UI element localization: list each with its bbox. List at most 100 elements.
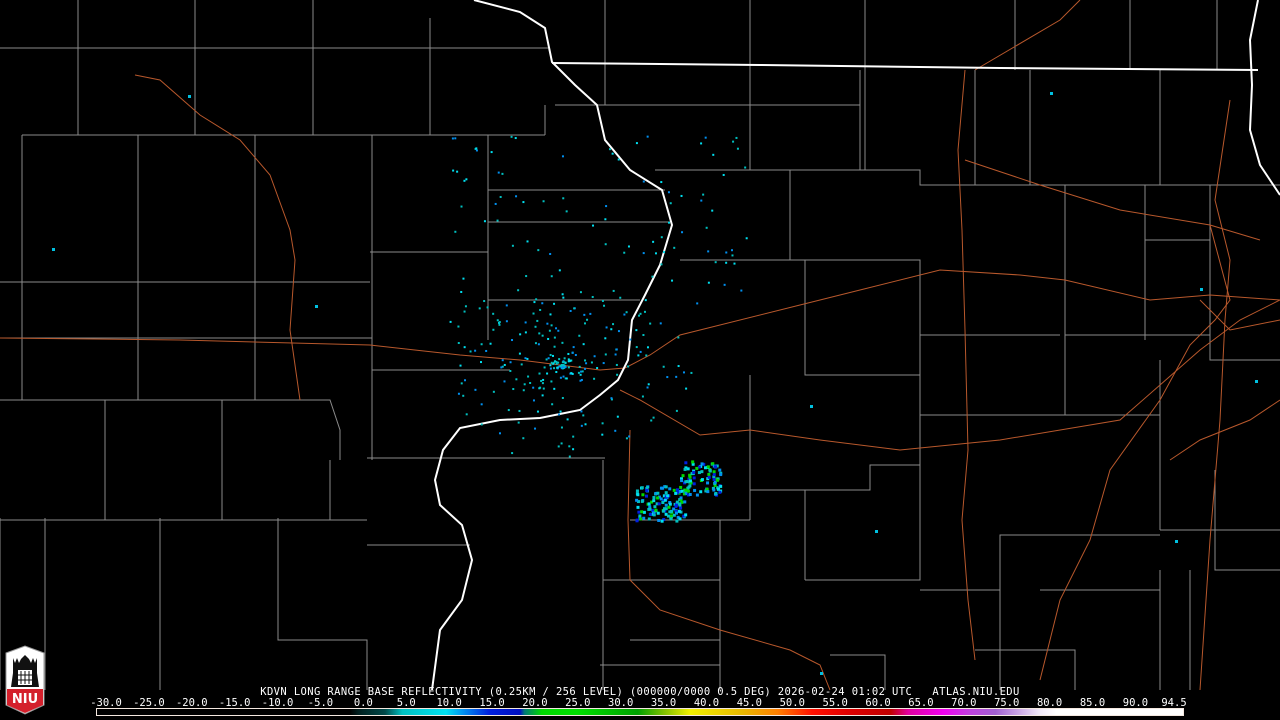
radar-echo: [577, 371, 580, 374]
radar-echo: [563, 364, 566, 367]
radar-echo: [690, 371, 693, 374]
radar-echo: [627, 245, 630, 248]
radar-echo: [684, 488, 688, 492]
color-scale-label: -30.0: [90, 697, 122, 709]
radar-echo: [519, 333, 522, 336]
radar-echo: [546, 322, 549, 325]
radar-echo: [690, 472, 694, 476]
radar-echo: [691, 460, 695, 464]
radar-echo: [520, 363, 523, 366]
radar-echo: [616, 415, 619, 418]
radar-echo: [567, 360, 570, 363]
radar-echo: [684, 461, 688, 465]
radar-echo: [700, 199, 703, 202]
radar-echo: [550, 380, 553, 383]
radar-echo: [593, 377, 596, 380]
radar-echo: [659, 486, 663, 490]
radar-echo: [547, 357, 550, 360]
color-scale-label: 15.0: [479, 697, 505, 709]
radar-echo: [641, 395, 644, 398]
radar-echo: [719, 484, 723, 488]
radar-echo: [610, 398, 613, 401]
radar-echo: [707, 475, 711, 479]
radar-echo: [714, 491, 718, 495]
radar-echo: [555, 327, 558, 330]
radar-echo: [693, 488, 697, 492]
radar-echo: [674, 509, 678, 513]
radar-echo: [647, 517, 651, 521]
radar-echo: [695, 466, 699, 470]
radar-echo: [688, 475, 692, 479]
radar-echo: [667, 505, 671, 509]
radar-echo: [496, 219, 499, 222]
radar-echo: [561, 361, 564, 364]
radar-echo: [556, 366, 559, 369]
radar-echo: [537, 343, 540, 346]
radar-echo: [713, 483, 717, 487]
radar-echo: [653, 505, 657, 509]
radar-echo: [559, 365, 562, 368]
radar-echo: [623, 313, 626, 316]
radar-echo: [614, 353, 617, 356]
radar-echo: [593, 355, 596, 358]
radar-echo: [511, 339, 514, 342]
radar-echo: [553, 345, 556, 348]
radar-echo: [688, 492, 692, 496]
radar-echo: [697, 465, 701, 469]
radar-echo: [485, 349, 488, 352]
radar-echo: [549, 367, 552, 370]
radar-echo: [579, 379, 582, 382]
radar-echo: [583, 313, 586, 316]
radar-echo: [456, 170, 459, 173]
color-scale-label: 40.0: [693, 697, 720, 709]
radar-echo: [666, 494, 670, 498]
radar-echo: [566, 418, 569, 421]
radar-echo: [561, 341, 564, 344]
color-scale-label: 20.0: [522, 697, 548, 709]
color-scale-label: -25.0: [133, 697, 165, 709]
radar-echo: [457, 342, 460, 345]
radar-echo: [578, 365, 581, 368]
radar-echo: [646, 485, 650, 489]
radar-echo: [612, 289, 615, 292]
radar-echo: [549, 353, 552, 356]
radar-echo: [662, 518, 666, 522]
radar-echo: [625, 311, 628, 314]
radar-echo: [557, 445, 560, 448]
radar-echo: [647, 507, 651, 511]
radar-echo: [657, 518, 661, 522]
color-scale-bar: [96, 708, 1184, 716]
radar-echo: [671, 279, 674, 282]
color-scale-label: 94.5: [1161, 697, 1187, 709]
radar-echo: [532, 312, 535, 315]
radar-echo: [460, 205, 463, 208]
radar-echo: [646, 346, 649, 349]
radar-echo: [675, 409, 678, 412]
radar-echo: [567, 366, 570, 369]
radar-echo: [672, 513, 676, 517]
radar-echo: [642, 180, 645, 183]
color-scale-labels: -30.0 -25.0 -20.0 -15.0 -10.0 -5.0 0.0 5.0 10.0 1…: [0, 697, 1280, 709]
radar-echo: [700, 470, 704, 474]
radar-echo: [496, 319, 499, 322]
radar-echo: [697, 471, 701, 475]
color-scale-label: 0.0: [353, 697, 373, 709]
radar-echo: [452, 169, 455, 172]
radar-echo: [503, 380, 506, 383]
radar-echo: [580, 370, 583, 373]
radar-echo: [570, 372, 573, 375]
radar-echo: [480, 343, 483, 346]
radar-echo: [586, 318, 589, 321]
radar-echo: [557, 361, 560, 364]
radar-echo: [611, 152, 614, 155]
radar-echo: [555, 360, 558, 363]
radar-echo: [553, 336, 556, 339]
radar-echo: [651, 508, 655, 512]
radar-echo: [615, 363, 618, 366]
radar-echo: [567, 352, 570, 355]
radar-echo: [662, 494, 666, 498]
radar-echo: [640, 486, 644, 490]
radar-echo: [505, 320, 508, 323]
radar-echo: [501, 172, 504, 175]
radar-echo: [714, 465, 718, 469]
